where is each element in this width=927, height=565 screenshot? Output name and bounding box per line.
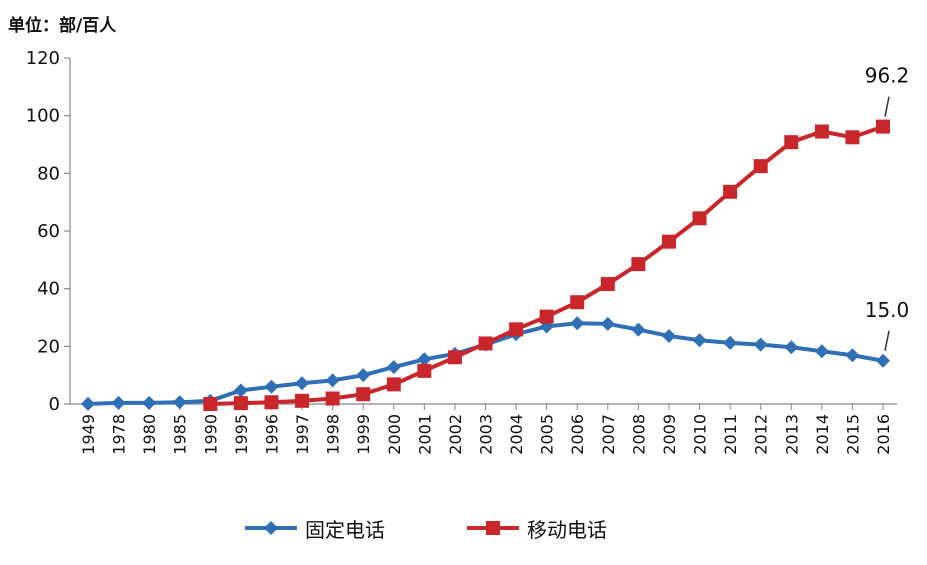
diamond-marker-icon xyxy=(245,521,297,535)
data-point xyxy=(631,322,646,337)
series-1 xyxy=(203,119,890,411)
data-point xyxy=(814,124,829,139)
x-tick-label: 1985 xyxy=(171,414,190,455)
x-tick-label: 2012 xyxy=(752,414,771,455)
legend-label-mobile: 移动电话 xyxy=(527,517,607,542)
x-tick-label: 2003 xyxy=(477,414,496,455)
x-tick-label: 1980 xyxy=(140,414,159,455)
data-point xyxy=(784,340,799,355)
data-point xyxy=(876,353,890,368)
x-tick-label: 2001 xyxy=(415,414,434,455)
data-point xyxy=(723,335,738,350)
data-point xyxy=(264,395,279,410)
y-tick-label: 80 xyxy=(37,163,60,184)
data-point xyxy=(386,377,401,392)
x-tick-label: 1949 xyxy=(79,414,98,455)
y-tick-label: 20 xyxy=(37,336,60,357)
x-tick-label: 2008 xyxy=(629,414,648,455)
data-point xyxy=(692,211,707,226)
data-point xyxy=(631,257,646,272)
x-tick-label: 1998 xyxy=(324,414,343,455)
data-point xyxy=(233,396,248,411)
x-tick-label: 2009 xyxy=(660,414,679,455)
data-point xyxy=(111,395,126,410)
annotation-leader xyxy=(884,96,890,117)
data-point xyxy=(539,309,554,324)
chart-annotations: 15.0 96.2 xyxy=(865,64,910,351)
data-point xyxy=(386,360,401,375)
data-label: 96.2 xyxy=(865,64,910,88)
data-point xyxy=(325,373,340,388)
data-point xyxy=(295,376,310,391)
data-point xyxy=(753,337,768,352)
y-tick-label: 0 xyxy=(49,394,60,415)
legend-item-mobile: 移动电话 xyxy=(465,513,607,543)
x-tick-label: 2004 xyxy=(507,414,526,455)
series-line xyxy=(87,321,884,406)
y-tick-label: 40 xyxy=(37,279,60,300)
x-tick-label: 1996 xyxy=(262,414,281,455)
x-tick-label: 2010 xyxy=(691,414,710,455)
x-tick-label: 1995 xyxy=(232,414,251,455)
data-point xyxy=(814,344,829,359)
chart-axes: 0 20 40 60 80 100 120 1949 1978 1980 1985 1990 1995 1… xyxy=(26,48,897,455)
data-point xyxy=(845,130,860,145)
data-point xyxy=(142,395,157,410)
data-point xyxy=(661,328,676,343)
data-point xyxy=(753,159,768,174)
data-point xyxy=(417,352,432,367)
data-point xyxy=(600,277,615,292)
legend-item-fixed: 固定电话 xyxy=(243,513,385,543)
y-tick-label: 60 xyxy=(37,221,60,242)
x-tick-label: 1999 xyxy=(354,414,373,455)
x-tick-label: 2006 xyxy=(568,414,587,455)
x-tick-label: 2002 xyxy=(446,414,465,455)
y-tick-label: 100 xyxy=(26,106,60,127)
data-point xyxy=(509,322,524,337)
x-tick-label: 2000 xyxy=(385,414,404,455)
data-point xyxy=(325,391,340,406)
legend-label-fixed: 固定电话 xyxy=(305,517,385,542)
square-marker-icon xyxy=(467,521,519,535)
x-tick-label: 2013 xyxy=(782,414,801,455)
unit-label: 单位：部/百人 xyxy=(8,16,117,36)
x-tick-label: 2007 xyxy=(599,414,618,455)
data-point xyxy=(661,234,676,249)
x-tick-label: 1978 xyxy=(110,414,129,455)
data-point xyxy=(845,348,860,363)
data-point xyxy=(356,368,371,383)
data-point xyxy=(478,336,493,351)
x-tick-label: 2011 xyxy=(721,414,740,455)
annotation-leader xyxy=(884,330,890,351)
data-point xyxy=(233,383,248,398)
data-point xyxy=(570,295,585,310)
data-label: 15.0 xyxy=(865,298,910,322)
data-point xyxy=(295,393,310,408)
x-tick-label: 1997 xyxy=(293,414,312,455)
x-tick-label: 2014 xyxy=(813,414,832,455)
data-point xyxy=(876,119,890,134)
data-point xyxy=(447,350,462,365)
data-point xyxy=(81,396,95,411)
data-point xyxy=(784,135,799,150)
x-tick-label: 2016 xyxy=(874,414,893,455)
series-0 xyxy=(81,316,890,411)
data-point xyxy=(417,363,432,378)
data-point xyxy=(203,397,218,411)
data-point xyxy=(264,379,279,394)
y-tick-label: 120 xyxy=(26,48,60,69)
data-point xyxy=(692,333,707,348)
data-point xyxy=(172,395,187,410)
x-tick-label: 2015 xyxy=(843,414,862,455)
x-tick-label: 2005 xyxy=(538,414,557,455)
series-line xyxy=(210,124,884,406)
data-point xyxy=(723,184,738,199)
data-point xyxy=(570,316,585,331)
data-point xyxy=(600,316,615,331)
chart-series xyxy=(81,119,890,411)
x-tick-label: 1990 xyxy=(201,414,220,455)
data-point xyxy=(356,387,371,402)
